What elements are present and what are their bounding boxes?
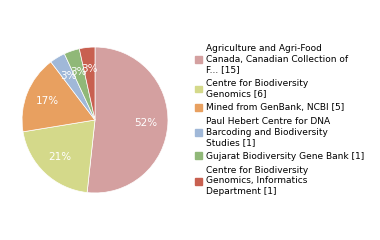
- Text: 52%: 52%: [135, 118, 158, 128]
- Legend: Agriculture and Agri-Food
Canada, Canadian Collection of
F... [15], Centre for B: Agriculture and Agri-Food Canada, Canadi…: [195, 44, 364, 196]
- Text: 3%: 3%: [60, 71, 77, 81]
- Wedge shape: [51, 54, 95, 120]
- Wedge shape: [87, 47, 168, 193]
- Wedge shape: [23, 120, 95, 192]
- Text: 21%: 21%: [48, 152, 71, 162]
- Text: 17%: 17%: [36, 96, 59, 106]
- Text: 3%: 3%: [70, 67, 87, 77]
- Wedge shape: [79, 47, 95, 120]
- Wedge shape: [22, 62, 95, 132]
- Text: 3%: 3%: [81, 64, 98, 74]
- Wedge shape: [64, 49, 95, 120]
